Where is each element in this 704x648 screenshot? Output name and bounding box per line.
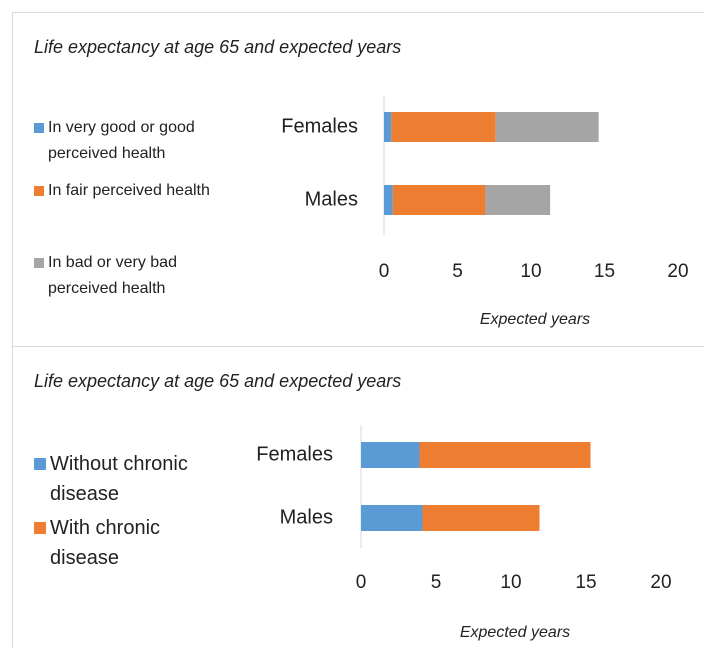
- x-tick-label: 20: [667, 261, 688, 282]
- legend-swatch: [34, 522, 46, 534]
- x-tick-label: 5: [452, 261, 463, 282]
- legend-swatch: [34, 123, 44, 133]
- bar-segment: [361, 505, 423, 531]
- legend-swatch: [34, 258, 44, 268]
- bar-segment: [419, 442, 591, 468]
- x-tick-label: 15: [575, 572, 596, 593]
- x-tick-label: 15: [594, 261, 615, 282]
- bar-segment: [422, 505, 540, 531]
- legend-swatch: [34, 186, 44, 196]
- x-tick-label: 5: [431, 572, 442, 593]
- legend-label: With chronic disease: [50, 517, 161, 569]
- legend-item: In bad or very bad perceived health: [34, 250, 218, 302]
- panel-border: [12, 346, 704, 648]
- legend-item: Without chronic disease: [34, 449, 225, 509]
- legend-label: Without chronic disease: [50, 453, 188, 505]
- legend-label: In very good or good perceived health: [48, 119, 195, 162]
- bar-segment: [392, 185, 486, 215]
- category-label: Females: [256, 443, 333, 465]
- chart-title: Life expectancy at age 65 and expected y…: [34, 37, 401, 57]
- legend-item: In very good or good perceived health: [34, 115, 218, 167]
- category-label: Males: [305, 188, 358, 210]
- category-label: Females: [281, 115, 358, 137]
- bar-segment: [485, 185, 551, 215]
- legend-swatch: [34, 458, 46, 470]
- x-tick-label: 0: [356, 572, 367, 593]
- legend-item: In fair perceived health: [34, 178, 218, 204]
- x-axis-title: Expected years: [480, 311, 590, 328]
- bar-segment: [384, 112, 392, 142]
- legend-label: In bad or very bad perceived health: [48, 254, 177, 297]
- bar-segment: [384, 185, 393, 215]
- bar-segment: [391, 112, 496, 142]
- x-tick-label: 10: [500, 572, 521, 593]
- chart-title: Life expectancy at age 65 and expected y…: [34, 371, 401, 391]
- category-label: Males: [280, 506, 333, 528]
- bar-segment: [361, 442, 420, 468]
- bar-segment: [495, 112, 599, 142]
- x-tick-label: 10: [520, 261, 541, 282]
- legend-item: With chronic disease: [34, 513, 225, 573]
- x-tick-label: 0: [379, 261, 390, 282]
- x-axis-title: Expected years: [460, 624, 570, 641]
- x-tick-label: 20: [650, 572, 671, 593]
- legend-label: In fair perceived health: [48, 182, 210, 199]
